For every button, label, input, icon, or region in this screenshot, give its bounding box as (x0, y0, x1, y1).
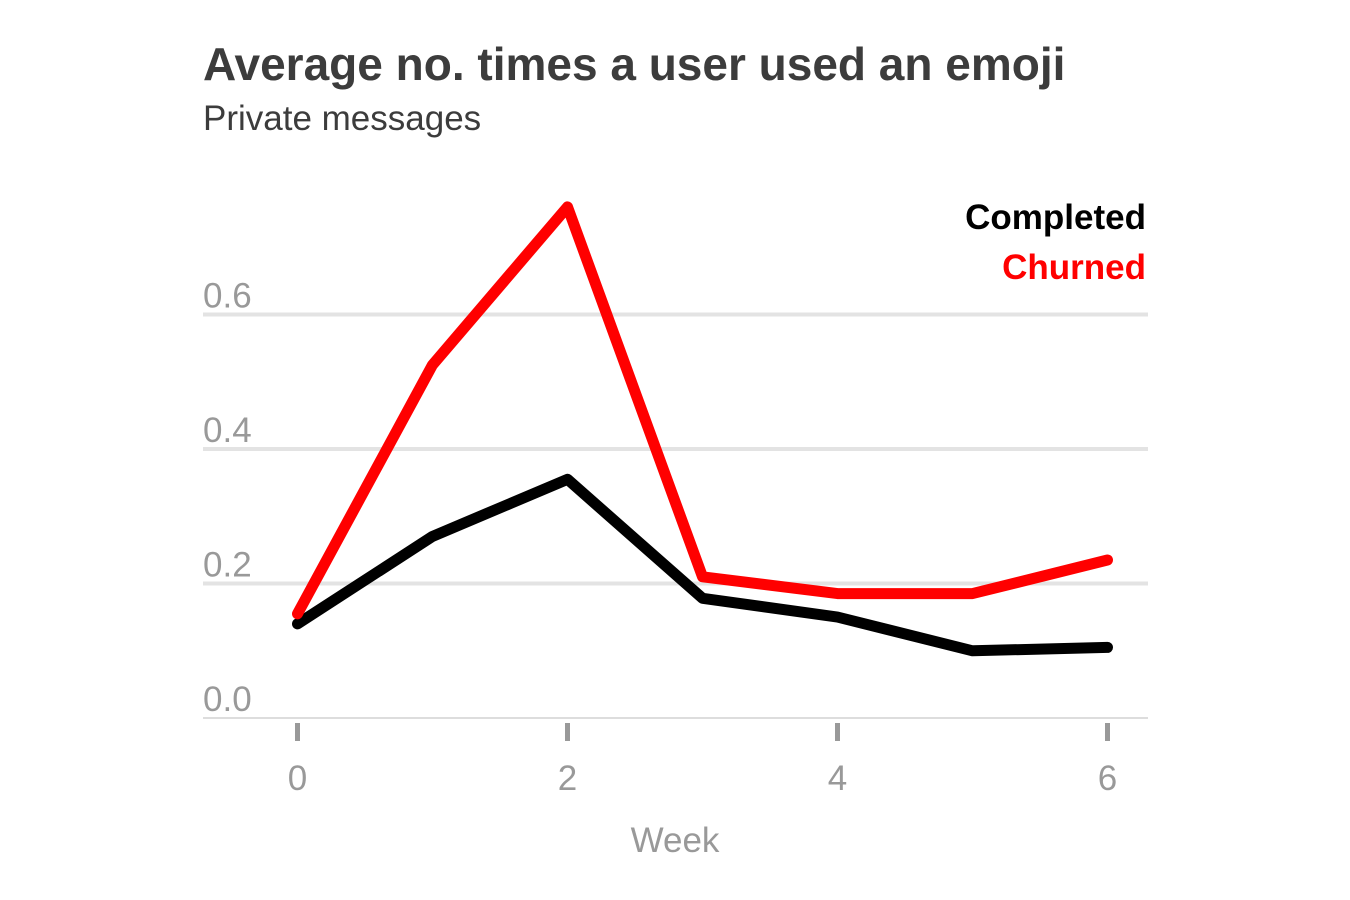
series-line-churned (292, 201, 1113, 620)
y-tick-label: 0.0 (203, 680, 252, 719)
x-tick-label: 6 (1098, 759, 1117, 798)
x-tick-label: 0 (288, 759, 307, 798)
x-axis: 0 2 4 6 (288, 723, 1117, 798)
legend-label-completed: Completed (965, 198, 1146, 237)
y-tick-label: 0.4 (203, 411, 252, 450)
x-axis-title: Week (631, 821, 720, 860)
series-line-completed (292, 473, 1113, 657)
x-tick-label: 2 (558, 759, 577, 798)
series-lines (292, 201, 1113, 657)
legend: Completed Churned (965, 198, 1146, 287)
chart-title: Average no. times a user used an emoji (203, 38, 1065, 90)
y-tick-label: 0.6 (203, 277, 252, 316)
legend-label-churned: Churned (1002, 248, 1146, 287)
y-tick-label: 0.2 (203, 546, 252, 585)
y-axis-tick-labels: 0.0 0.2 0.4 0.6 (203, 277, 252, 720)
x-tick-label: 4 (828, 759, 847, 798)
chart-subtitle: Private messages (203, 99, 481, 138)
